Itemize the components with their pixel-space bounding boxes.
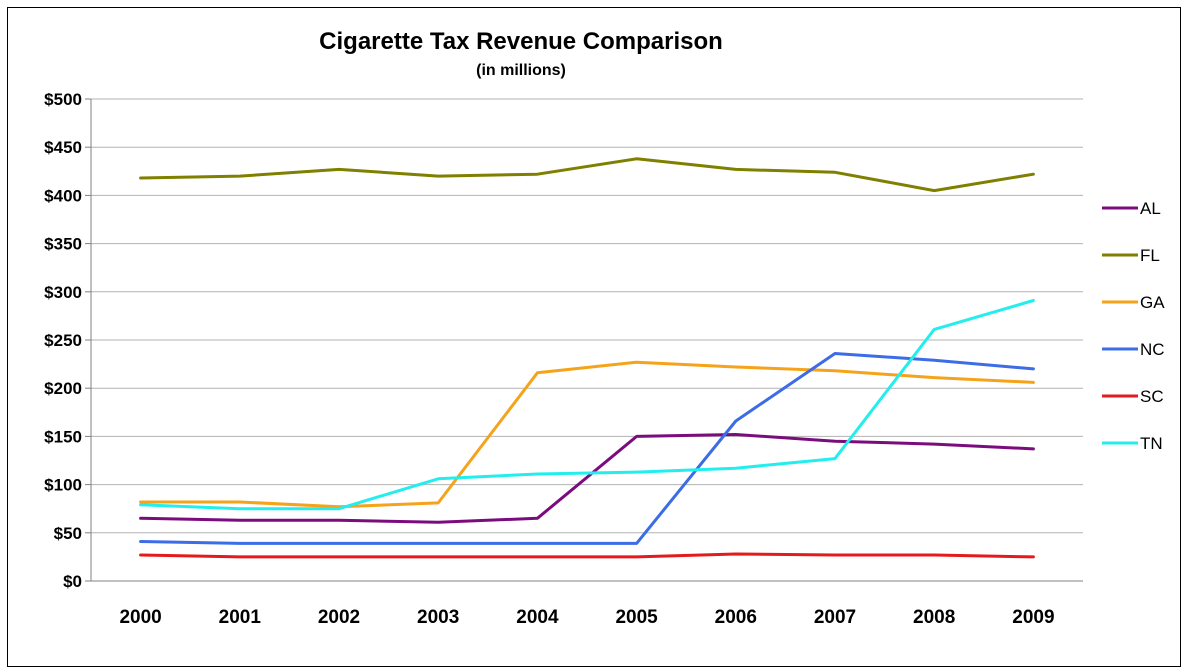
series-line-sc	[139, 552, 1035, 559]
series-line-ga	[139, 360, 1035, 509]
legend-label-ga: GA	[1140, 293, 1165, 312]
x-tick-label: 2005	[615, 607, 658, 628]
x-tick-label: 2009	[1012, 607, 1054, 628]
chart-title: Cigarette Tax Revenue Comparison	[319, 28, 723, 55]
gridlines	[91, 98, 1083, 534]
x-tick-label: 2007	[814, 607, 856, 628]
legend-label-al: AL	[1140, 199, 1161, 218]
y-tick-label: $100	[44, 476, 82, 495]
y-tick-label: $200	[44, 379, 82, 398]
x-tick-label: 2002	[318, 607, 360, 628]
y-axis: $0 $50 $100 $150 $200 $250 $300 $350 $400 $450 $50…	[44, 90, 92, 591]
chart-frame: Cigarette Tax Revenue Comparison (in mil…	[7, 7, 1181, 667]
legend-label-tn: TN	[1140, 434, 1163, 453]
x-tick-label: 2006	[715, 607, 757, 628]
x-tick-label: 2001	[219, 607, 262, 628]
y-tick-label: $150	[44, 427, 82, 446]
y-tick-label: $0	[63, 572, 82, 591]
y-tick-label: $50	[54, 524, 82, 543]
legend-label-fl: FL	[1140, 246, 1160, 265]
line-chart: Cigarette Tax Revenue Comparison (in mil…	[44, 28, 1165, 628]
y-tick-label: $500	[44, 90, 82, 109]
y-tick-label: $350	[44, 235, 82, 254]
y-tick-label: $450	[44, 138, 82, 157]
series-line-fl	[139, 157, 1035, 193]
legend-label-sc: SC	[1140, 387, 1164, 406]
y-tick-label: $400	[44, 186, 82, 205]
x-tick-label: 2008	[913, 607, 955, 628]
series-line-tn	[139, 299, 1035, 511]
series-line-nc	[139, 352, 1035, 545]
x-tick-label: 2004	[516, 607, 559, 628]
chart-subtitle: (in millions)	[476, 62, 566, 79]
legend-label-nc: NC	[1140, 340, 1165, 359]
series-line-al	[139, 433, 1035, 524]
y-tick-label: $300	[44, 283, 82, 302]
x-axis: 2000 2001 2002 2003 2004 2005 2006 2007 2008 2009	[91, 580, 1083, 628]
legend: AL FL GA NC SC TN	[1102, 199, 1165, 453]
x-tick-label: 2000	[119, 607, 161, 628]
y-tick-label: $250	[44, 331, 82, 350]
x-tick-label: 2003	[417, 607, 459, 628]
series-lines	[139, 157, 1035, 559]
